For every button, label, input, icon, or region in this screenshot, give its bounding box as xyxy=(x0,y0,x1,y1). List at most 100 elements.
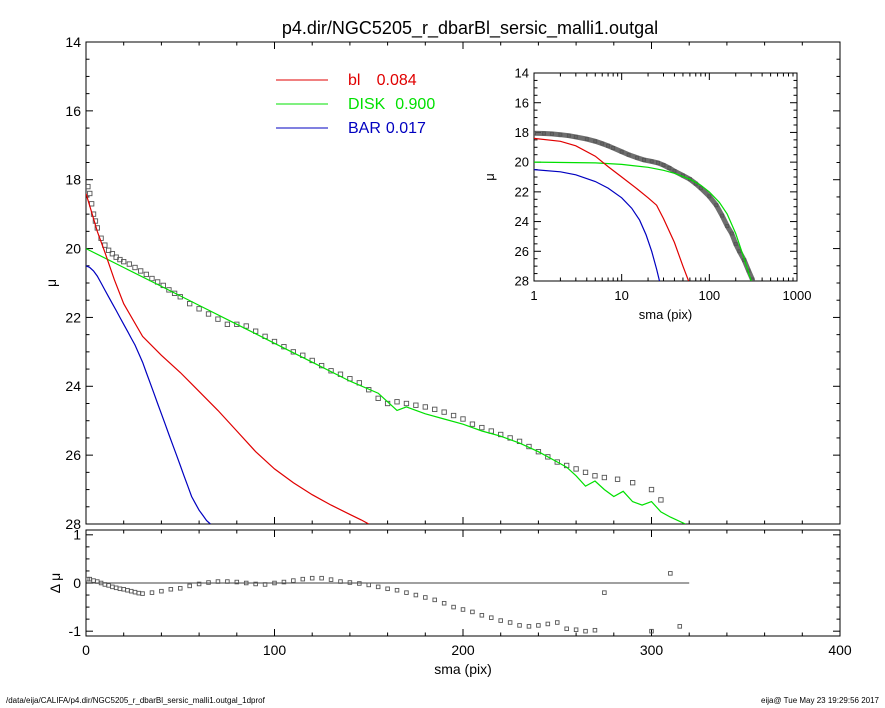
main-profile-data-point xyxy=(90,211,97,217)
residual-xtick-label: 300 xyxy=(640,642,664,658)
main-profile-data-point xyxy=(630,480,636,486)
residual-data-point xyxy=(215,579,221,584)
main-profile-data-point xyxy=(422,404,428,410)
main-profile-ylabel: μ xyxy=(43,279,59,287)
footer-path: /data/eija/CALIFA/p4.dir/NGC5205_r_dbarB… xyxy=(6,696,265,705)
residual-data-point xyxy=(272,580,277,586)
residual-ytick-label: -1 xyxy=(69,623,82,639)
residual-data-point xyxy=(234,579,240,585)
residual-data-point xyxy=(328,577,334,582)
residual-ytick-label: 1 xyxy=(73,527,81,543)
main-profile-ytick-label: 22 xyxy=(65,309,81,325)
figure-title: p4.dir/NGC5205_r_dbarBl_sersic_malli1.ou… xyxy=(282,18,658,39)
main-profile-data-point xyxy=(582,469,589,476)
inset-log-bl-line xyxy=(534,137,690,281)
residual-data-point xyxy=(385,586,390,592)
inset-log-bar-line xyxy=(534,169,661,281)
residual-ylabel: Δ μ xyxy=(47,573,63,594)
inset-log-data-point xyxy=(542,131,546,136)
main-profile-data-point xyxy=(601,474,608,481)
residual-data-point xyxy=(423,595,428,600)
main-profile-data-point xyxy=(554,459,560,465)
inset-log-ytick-label: 16 xyxy=(515,95,529,110)
residual-xtick-label: 0 xyxy=(82,642,90,658)
residual-data-point xyxy=(140,591,145,596)
residual-xtick-label: 400 xyxy=(828,642,852,658)
legend-value-bl: 0.084 xyxy=(377,72,417,89)
residual-data-point xyxy=(573,627,579,632)
inset-log-data-point xyxy=(661,163,666,168)
residual-data-point xyxy=(489,615,494,620)
legend-value-disk: 0.900 xyxy=(395,96,435,113)
residual-data-point xyxy=(206,580,211,585)
residual-data-point xyxy=(121,587,126,592)
residual-data-point xyxy=(479,613,485,618)
main-profile-data-point xyxy=(224,321,231,327)
residual-data-point xyxy=(413,592,419,598)
inset-log-frame xyxy=(533,72,798,282)
main-profile-data-point xyxy=(441,409,447,415)
residual-data-point xyxy=(243,580,249,586)
inset-log-data-point xyxy=(558,132,563,137)
inset-log-xtick-label: 1000 xyxy=(783,288,812,303)
main-profile-data-point xyxy=(243,323,249,329)
inset-log-xtick-label: 10 xyxy=(614,288,628,303)
inset-log-data-point xyxy=(737,249,742,254)
main-profile-data-point xyxy=(205,311,212,317)
main-profile-data-point xyxy=(648,486,655,493)
residual-data-point xyxy=(555,620,560,625)
residual-data-point xyxy=(117,586,123,592)
main-profile-data-point xyxy=(614,476,621,482)
main-profile-bl-line xyxy=(86,193,370,524)
main-profile-data-point xyxy=(143,271,149,278)
residual-data-point xyxy=(319,575,324,581)
residual-data-point xyxy=(347,580,353,585)
inset-log-data-point xyxy=(649,159,654,164)
main-profile-ytick-label: 24 xyxy=(65,378,81,394)
inset-log-data-point xyxy=(600,141,605,146)
residual-data-point xyxy=(564,626,569,632)
residual-data-point xyxy=(649,628,654,634)
inset-log-data-point xyxy=(619,149,624,154)
inset-log-data-point xyxy=(707,194,712,199)
inset-log-xtick-label: 1 xyxy=(530,288,537,303)
residual-data-point xyxy=(357,581,362,586)
residual-data-point xyxy=(253,581,258,587)
residual-plot-area xyxy=(86,571,690,634)
legend-value-bar: 0.017 xyxy=(386,120,426,137)
inset-log-data-point xyxy=(720,213,725,218)
inset-log-data-point xyxy=(656,160,660,165)
residual-data-point xyxy=(132,589,138,595)
residual-data-point xyxy=(507,620,513,625)
residual-data-point xyxy=(168,587,174,592)
inset-log-xtick-label: 100 xyxy=(698,288,720,303)
main-profile-frame xyxy=(85,41,841,525)
inset-log-ytick-label: 28 xyxy=(515,274,529,289)
main-profile-data-point xyxy=(394,399,400,405)
main-profile-data-point xyxy=(86,183,91,190)
residual-xtick-label: 200 xyxy=(451,642,475,658)
main-profile-disk-line xyxy=(86,248,686,524)
inset-log-data-point xyxy=(672,169,677,174)
residual-data-point xyxy=(583,628,588,634)
main-profile-data-point xyxy=(171,290,178,296)
main-profile-data-point xyxy=(132,264,138,271)
main-profile-data-point xyxy=(592,473,598,479)
residual-data-point xyxy=(113,585,119,591)
main-profile-data-point xyxy=(450,412,457,419)
main-profile-data-point xyxy=(126,261,133,267)
main-profile-data-point xyxy=(121,259,127,265)
main-profile-data-point xyxy=(87,190,93,197)
inset-log-data-point xyxy=(714,203,719,208)
inset-log-data-point xyxy=(642,157,646,162)
residual-data-point xyxy=(366,582,372,588)
main-profile-data-point xyxy=(196,306,202,312)
main-profile-ytick-label: 18 xyxy=(65,172,81,188)
inset-log-ytick-label: 20 xyxy=(515,155,529,170)
inset-log-data-point xyxy=(611,146,616,150)
inset-log-data-band xyxy=(534,130,755,281)
residual-data-point xyxy=(338,579,343,584)
residual-data-point xyxy=(225,579,230,584)
inset-log-data-point xyxy=(733,241,738,246)
